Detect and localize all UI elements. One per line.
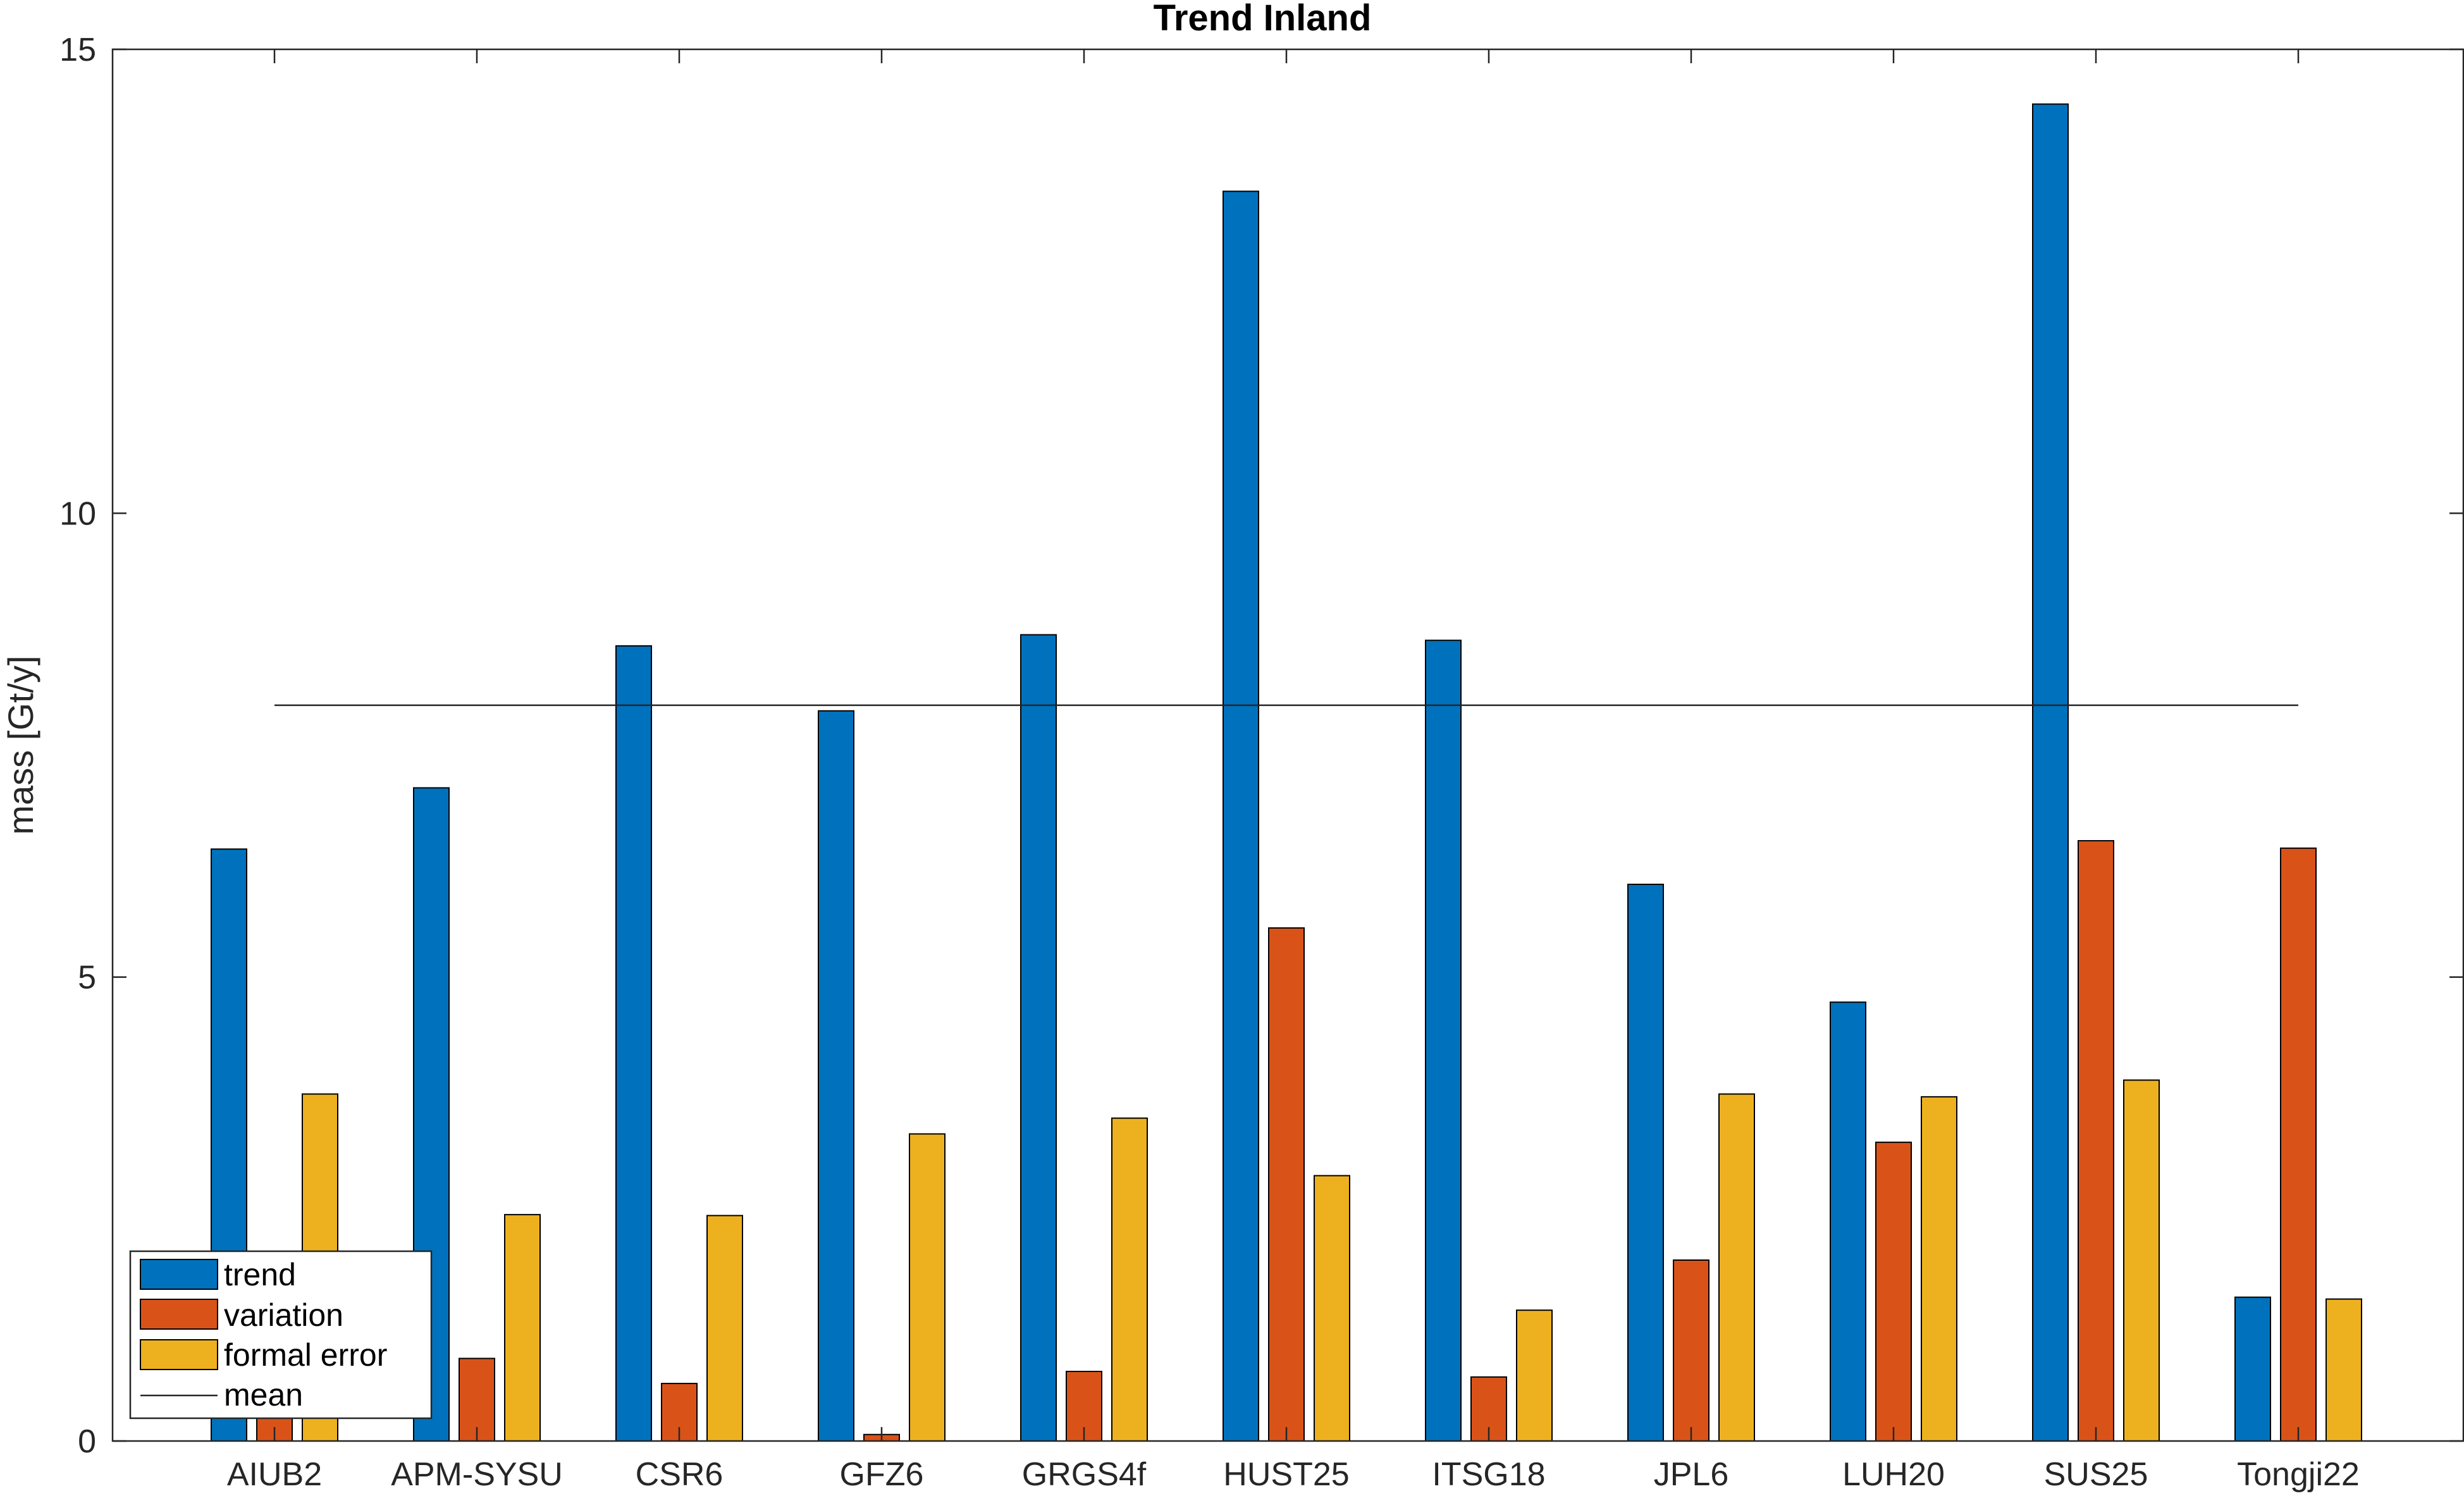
legend-swatch-trend [140,1259,218,1290]
y-tick-label-0: 0 [78,1423,96,1460]
bar-trend-gfz6 [818,710,854,1442]
x-tick-label-apm-sysu: APM-SYSU [391,1456,563,1493]
x-tick-label-csr6: CSR6 [636,1456,724,1493]
bar-trend-hust25 [1223,190,1259,1442]
bar-trend-luh20 [1830,1001,1866,1442]
x-tick-label-sus25: SUS25 [2044,1456,2148,1493]
bar-formal-error-sus25 [2123,1079,2160,1442]
bar-formal-error-luh20 [1921,1096,1957,1442]
ticks-layer: 0 5 10 15 AIUB2 APM-SYSU CSR6 GFZ6 GRGS4f HUST25 I… [59,32,2463,1493]
bar-variation-jpl6 [1673,1259,1709,1442]
bar-variation-luh20 [1875,1141,1912,1442]
x-tick-label-itsg18: ITSG18 [1432,1456,1545,1493]
bar-trend-sus25 [2032,103,2069,1442]
bar-formal-error-tongji22 [2325,1298,2362,1442]
bar-trend-jpl6 [1627,884,1664,1442]
x-tick-label-luh20: LUH20 [1842,1456,1945,1493]
x-tick-label-gfz6: GFZ6 [840,1456,924,1493]
bar-variation-hust25 [1268,927,1305,1442]
legend-label-trend: trend [224,1257,296,1292]
x-tick-label-aiub2: AIUB2 [227,1456,322,1493]
bar-variation-tongji22 [2280,847,2317,1442]
bar-variation-sus25 [2078,840,2114,1442]
bar-formal-error-jpl6 [1718,1093,1755,1442]
y-axis-label: mass [Gt/y] [1,655,40,834]
x-tick-label-tongji22: Tongji22 [2237,1456,2360,1493]
bar-formal-error-gfz6 [909,1133,946,1442]
bar-formal-error-csr6 [706,1215,743,1442]
legend-label-mean: mean [224,1377,303,1413]
x-tick-label-grgs4f: GRGS4f [1022,1456,1147,1493]
bar-trend-tongji22 [2234,1296,2271,1442]
y-tick-label-15: 15 [59,32,96,68]
bar-formal-error-itsg18 [1516,1309,1553,1442]
legend-swatch-variation [140,1299,218,1330]
axes-box [111,48,2464,1442]
bar-formal-error-hust25 [1314,1175,1350,1442]
x-tick-label-jpl6: JPL6 [1654,1456,1729,1493]
legend-label-formal-error: formal error [224,1337,387,1373]
bar-trend-itsg18 [1425,640,1462,1442]
chart-title: Trend Inland [1154,0,1372,39]
bar-formal-error-apm-sysu [504,1214,541,1442]
legend-label-variation: variation [224,1297,343,1333]
bar-trend-csr6 [615,645,652,1442]
y-tick-label-10: 10 [59,495,96,532]
y-tick-label-5: 5 [78,960,96,996]
bar-trend-grgs4f [1020,634,1057,1442]
legend: trend variation formal error mean [129,1250,433,1420]
legend-swatch-formal-error [140,1339,218,1370]
bar-formal-error-grgs4f [1111,1117,1148,1442]
x-tick-label-hust25: HUST25 [1223,1456,1349,1493]
